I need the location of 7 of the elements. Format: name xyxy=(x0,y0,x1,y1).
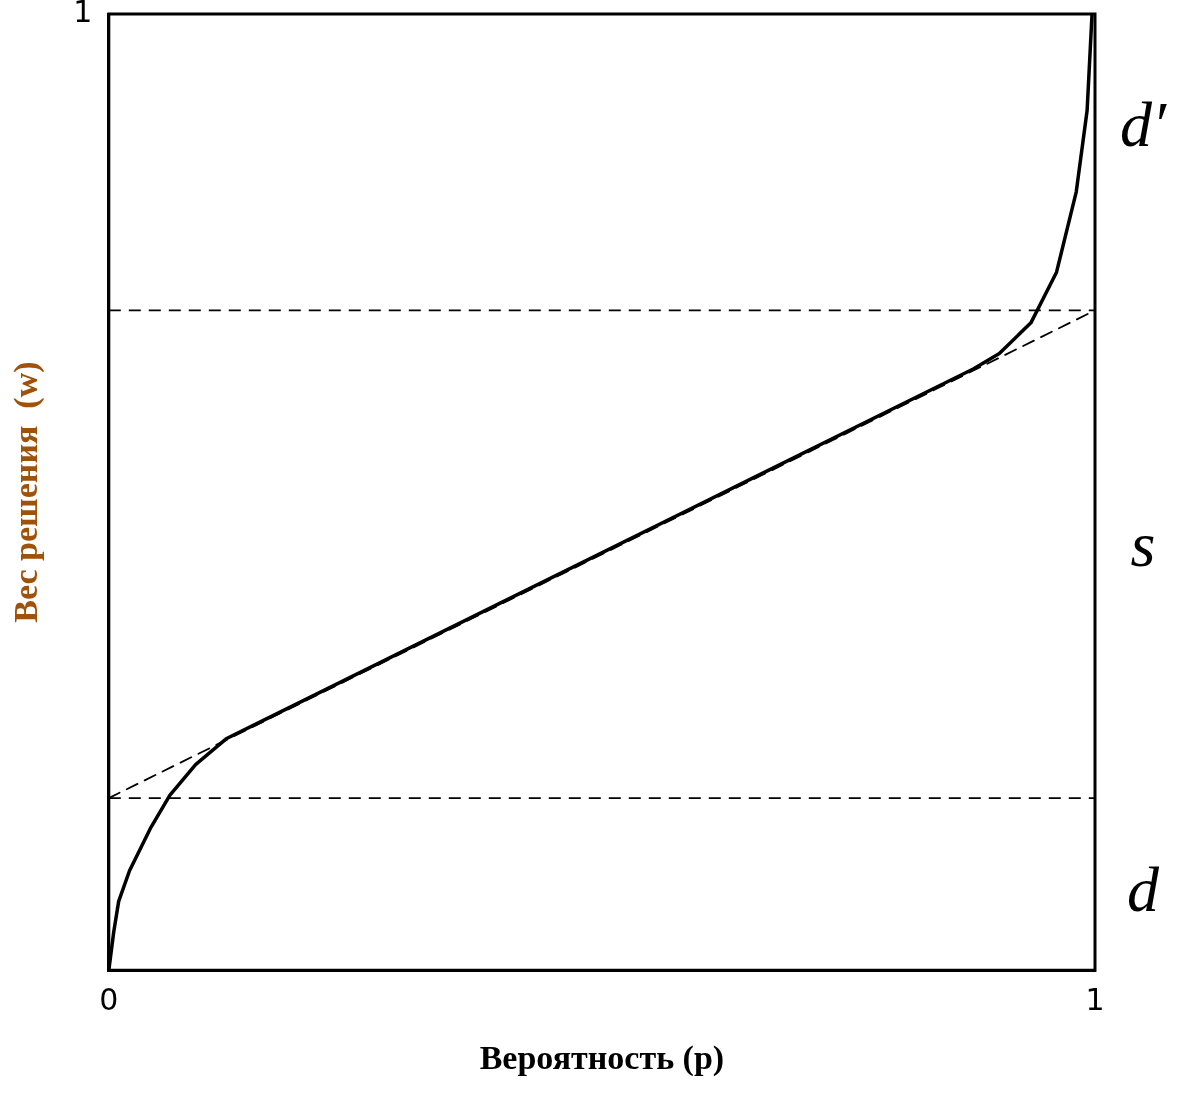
text: d′ xyxy=(1120,88,1167,160)
x-axis-title: Вероятность (p) xyxy=(479,1039,725,1078)
y-axis-title: Вес решения (w) xyxy=(7,361,46,623)
x-tick-label: 0 xyxy=(99,982,119,1017)
text: 1 xyxy=(73,0,93,29)
text: s xyxy=(1130,509,1156,581)
text: d xyxy=(1127,853,1160,925)
